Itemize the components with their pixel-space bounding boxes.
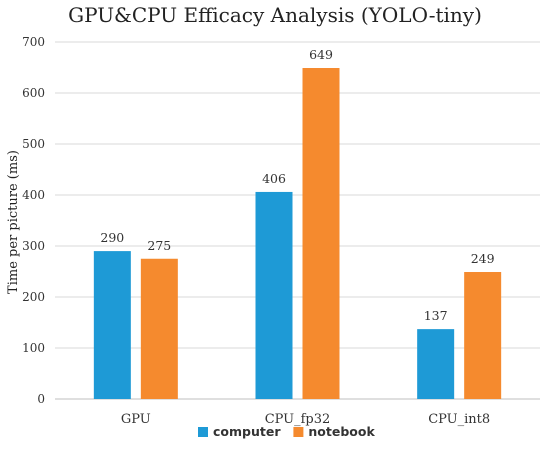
legend-label: computer [213,424,281,439]
data-label: 249 [471,251,495,266]
x-category-label: CPU_fp32 [265,412,331,427]
y-tick-label: 700 [22,35,45,49]
bar-notebook-CPU_int8 [464,272,502,399]
x-category-label: CPU_int8 [428,412,490,427]
x-axis-categories: GPU CPU_fp32 CPU_int8 [121,412,490,427]
legend-swatch [198,427,208,437]
legend-swatch [293,427,304,437]
y-tick-label: 300 [22,239,45,253]
x-category-label: GPU [121,412,151,427]
gridlines [55,41,540,400]
bar-computer-CPU_fp32 [255,191,293,399]
y-axis-label: Time per picture (ms) [6,150,21,294]
data-label: 290 [100,230,124,245]
chart-title: GPU&CPU Efficacy Analysis (YOLO-tiny) [68,3,482,27]
data-label: 137 [424,308,448,323]
y-tick-label: 400 [22,188,45,202]
data-label: 649 [309,47,333,62]
bars [93,68,502,399]
data-label: 275 [147,238,171,253]
legend: computer notebook [198,424,375,439]
data-label: 406 [262,171,286,186]
data-labels: 290 275 406 649 137 249 [100,47,494,323]
bar-notebook-CPU_fp32 [302,68,340,399]
y-tick-label: 0 [37,392,45,406]
bar-computer-GPU [93,251,131,399]
y-axis-ticks: 0 100 200 300 400 500 600 700 [22,35,45,406]
y-tick-label: 500 [22,137,45,151]
bar-computer-CPU_int8 [417,329,455,399]
bar-notebook-GPU [140,258,178,399]
y-tick-label: 600 [22,86,45,100]
y-tick-label: 200 [22,290,45,304]
legend-label: notebook [308,424,375,439]
y-tick-label: 100 [22,341,45,355]
